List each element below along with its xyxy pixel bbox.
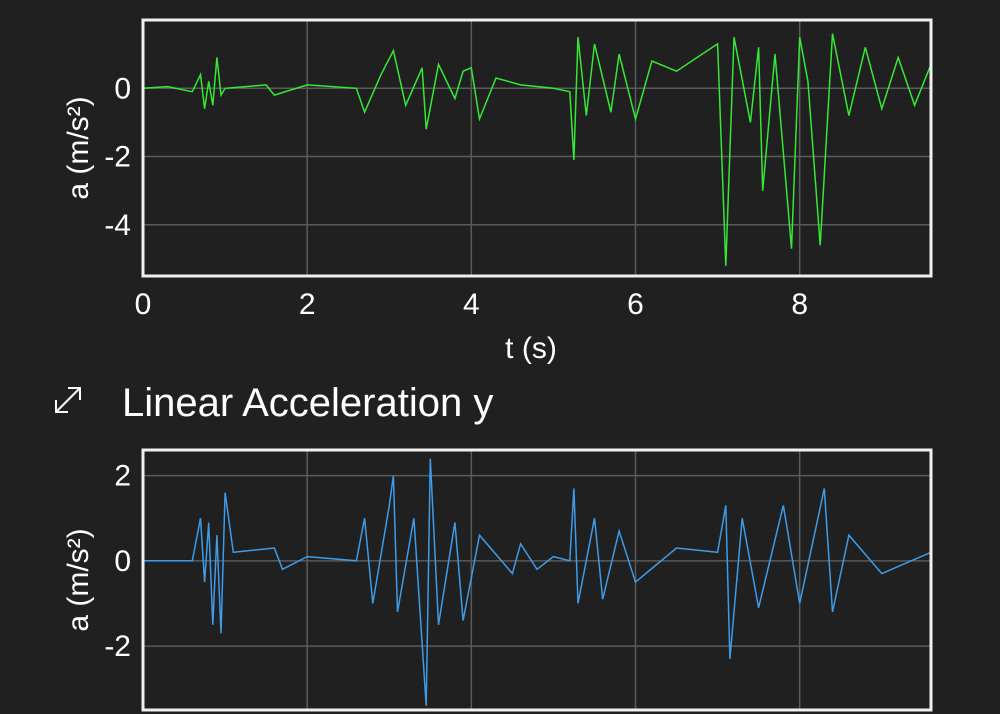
x-tick-label: 8 [791,288,808,321]
y-tick-label: -4 [104,209,131,242]
x-axis-label: t (s) [505,332,557,365]
y-tick-label: 0 [114,72,131,105]
y-axis-label: a (m/s²) [62,96,95,199]
series-line [142,33,932,266]
x-tick-label: 2 [299,288,316,321]
chart-y-svg: 2 0 -2 a (m/s²) [62,448,933,712]
y-tick-label: 0 [114,545,131,578]
plot-frame [141,18,933,278]
x-tick-label: 0 [135,288,152,321]
plot-frame [141,448,933,712]
y-tick-label: 2 [114,460,131,493]
y-axis-label: a (m/s²) [62,528,95,631]
panel-title: Linear Acceleration y [122,381,494,425]
y-tick-label: -2 [104,141,131,174]
chart-x-svg: 0 -2 -4 a (m/s²) 0 2 4 6 8 t (s) [62,18,933,365]
y-tick-label: -2 [104,630,131,663]
chart-linear-acceleration-y: 2 0 -2 a (m/s²) [0,380,1000,714]
x-tick-label: 6 [627,288,644,321]
chart-linear-acceleration-x: 0 -2 -4 a (m/s²) 0 2 4 6 8 t (s) [62,18,933,365]
series-line [143,458,932,706]
expand-arrows-icon[interactable] [50,382,86,418]
x-tick-label: 4 [463,288,480,321]
